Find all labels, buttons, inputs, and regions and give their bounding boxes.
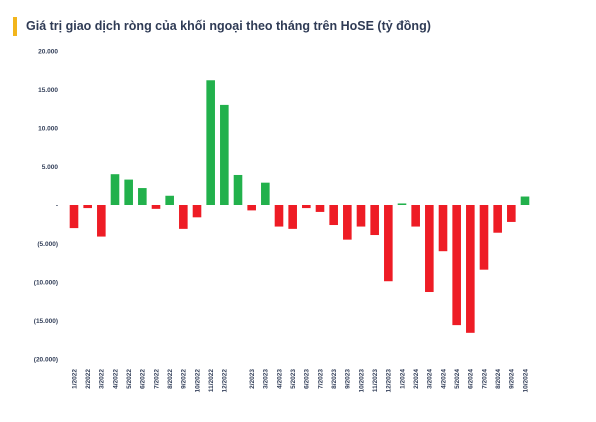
y-tick-label: (20.000) — [34, 356, 58, 363]
x-tick-label: 7/2024 — [481, 369, 488, 389]
x-tick-label: 11/2022 — [208, 369, 215, 393]
x-tick-label: 9/2023 — [345, 369, 352, 389]
bar-9-2024 — [507, 205, 516, 222]
y-tick-label: 20.000 — [38, 48, 58, 55]
y-tick-label: 10.000 — [38, 125, 58, 132]
x-tick-label: 3/2023 — [263, 369, 270, 389]
x-tick-label: 2/2023 — [249, 369, 256, 389]
x-tick-label: 10/2022 — [194, 369, 201, 393]
x-tick-label: 10/2024 — [522, 369, 529, 393]
bar-5-2022 — [124, 179, 133, 205]
title-accent-bar — [13, 17, 17, 36]
x-tick-label: 5/2022 — [126, 369, 133, 389]
bar-1-2024 — [397, 203, 407, 205]
x-tick-label: 6/2024 — [468, 369, 475, 389]
bar-2-2022 — [83, 205, 92, 209]
x-tick-label: 11/2023 — [372, 369, 379, 393]
x-tick-label: 5/2023 — [290, 369, 297, 389]
x-tick-label: 9/2022 — [181, 369, 188, 389]
x-tick-label: 1/2022 — [71, 369, 78, 389]
bar-9-2023 — [343, 205, 352, 240]
x-tick-label: 4/2023 — [276, 369, 283, 389]
x-tick-label: 4/2024 — [440, 369, 447, 389]
y-tick-label: (15.000) — [34, 318, 58, 325]
x-tick-label: 8/2024 — [495, 369, 502, 389]
bar-12-2022 — [220, 104, 229, 205]
bar-3-2023 — [261, 182, 270, 205]
x-tick-label: 6/2022 — [140, 369, 147, 389]
bar-2-2023 — [247, 205, 256, 211]
bar-10-2022 — [192, 205, 202, 218]
bar-11-2022 — [206, 80, 215, 205]
bar-7-2023 — [315, 205, 325, 212]
bar-5-2023 — [288, 205, 297, 229]
x-tick-label: 12/2023 — [386, 369, 393, 393]
bar-2-2024 — [411, 205, 420, 227]
x-tick-label: 10/2023 — [358, 369, 365, 393]
x-tick-label: 8/2022 — [167, 369, 174, 389]
bar-10-2023 — [356, 205, 366, 227]
y-tick-label: 5.000 — [42, 164, 59, 171]
bar-3-2024 — [425, 205, 434, 293]
bar-4-2023 — [274, 205, 284, 227]
x-tick-label: 1/2024 — [399, 369, 406, 389]
y-tick-label: 15.000 — [38, 87, 58, 94]
bar-8-2022 — [165, 195, 174, 205]
bar-1-2022 — [69, 205, 79, 229]
bar-4-2022 — [110, 174, 120, 205]
x-tick-label: 7/2022 — [153, 369, 160, 389]
bar-5-2024 — [452, 205, 461, 326]
bar-6-2024 — [466, 205, 475, 333]
bar-7-2024 — [479, 205, 489, 270]
bar-4-2024 — [438, 205, 448, 252]
bar-7-2022 — [151, 205, 161, 209]
y-axis-labels: 20.000 15.000 10.000 5.000 - (5.000) (10.000) (… — [34, 48, 59, 363]
bar-3-2022 — [97, 205, 106, 237]
x-axis-labels: 1/2022 2/2022 3/2022 4/2022 5/2022 6/2022 7/20… — [71, 369, 529, 393]
chart-title: Giá trị giao dịch ròng của khối ngoại th… — [26, 19, 431, 33]
y-tick-label: (10.000) — [34, 279, 58, 286]
x-tick-label: 2/2022 — [85, 369, 92, 389]
bars — [69, 80, 530, 333]
bar-10-2024 — [520, 196, 530, 205]
x-tick-label: 6/2023 — [304, 369, 311, 389]
bar-11-2023 — [370, 205, 379, 236]
x-tick-label: 5/2024 — [454, 369, 461, 389]
bar-1-2023 — [233, 174, 243, 205]
x-tick-label: 9/2024 — [509, 369, 516, 389]
bar-6-2023 — [302, 205, 311, 209]
x-tick-label: 7/2023 — [317, 369, 324, 389]
x-tick-label: 3/2022 — [99, 369, 106, 389]
bar-12-2023 — [384, 205, 393, 282]
bar-8-2024 — [493, 205, 502, 233]
x-tick-label: 8/2023 — [331, 369, 338, 389]
x-tick-label: 2/2024 — [413, 369, 420, 389]
y-tick-label: - — [56, 202, 58, 209]
bar-8-2023 — [329, 205, 338, 226]
x-tick-label: 3/2024 — [427, 369, 434, 389]
x-tick-label: 4/2022 — [112, 369, 119, 389]
y-tick-label: (5.000) — [37, 241, 58, 248]
x-tick-label: 12/2022 — [222, 369, 229, 393]
bar-6-2022 — [138, 188, 147, 205]
bar-9-2022 — [179, 205, 188, 229]
